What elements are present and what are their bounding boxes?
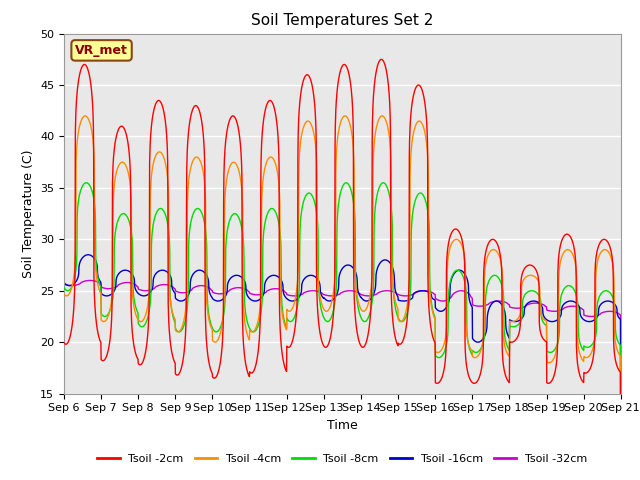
Tsoil -32cm bbox=[359, 292, 367, 298]
Tsoil -4cm bbox=[216, 333, 223, 339]
Legend: Tsoil -2cm, Tsoil -4cm, Tsoil -8cm, Tsoil -16cm, Tsoil -32cm: Tsoil -2cm, Tsoil -4cm, Tsoil -8cm, Tsoi… bbox=[93, 450, 592, 468]
Tsoil -8cm bbox=[342, 180, 350, 186]
Tsoil -8cm bbox=[60, 285, 68, 290]
Tsoil -4cm bbox=[60, 291, 68, 297]
Tsoil -4cm bbox=[568, 250, 575, 256]
Line: Tsoil -2cm: Tsoil -2cm bbox=[64, 60, 621, 480]
Tsoil -8cm bbox=[568, 284, 575, 290]
Tsoil -8cm bbox=[371, 210, 379, 216]
Tsoil -16cm bbox=[359, 296, 367, 302]
Tsoil -4cm bbox=[504, 352, 512, 358]
Tsoil -32cm bbox=[504, 301, 512, 307]
Tsoil -8cm bbox=[584, 345, 591, 350]
Tsoil -32cm bbox=[60, 281, 68, 287]
Tsoil -16cm bbox=[84, 252, 92, 258]
Tsoil -2cm bbox=[371, 81, 378, 86]
Line: Tsoil -8cm: Tsoil -8cm bbox=[64, 183, 621, 480]
Tsoil -16cm bbox=[504, 334, 512, 339]
Tsoil -8cm bbox=[216, 327, 223, 333]
Tsoil -2cm bbox=[216, 365, 223, 371]
Tsoil -4cm bbox=[81, 113, 89, 119]
Line: Tsoil -4cm: Tsoil -4cm bbox=[64, 116, 621, 480]
Tsoil -16cm bbox=[371, 288, 379, 294]
Tsoil -16cm bbox=[216, 298, 223, 304]
Y-axis label: Soil Temperature (C): Soil Temperature (C) bbox=[22, 149, 35, 278]
Tsoil -32cm bbox=[216, 291, 223, 297]
Tsoil -32cm bbox=[568, 303, 575, 309]
Tsoil -4cm bbox=[371, 135, 379, 141]
Tsoil -16cm bbox=[568, 298, 575, 304]
Tsoil -2cm bbox=[504, 379, 512, 384]
Tsoil -8cm bbox=[359, 318, 367, 324]
Tsoil -2cm bbox=[60, 340, 68, 346]
Tsoil -2cm bbox=[358, 344, 366, 350]
X-axis label: Time: Time bbox=[327, 419, 358, 432]
Tsoil -2cm bbox=[584, 370, 591, 375]
Tsoil -2cm bbox=[568, 237, 575, 242]
Line: Tsoil -16cm: Tsoil -16cm bbox=[64, 255, 621, 480]
Tsoil -8cm bbox=[504, 346, 512, 351]
Text: VR_met: VR_met bbox=[75, 44, 128, 57]
Tsoil -16cm bbox=[60, 280, 68, 286]
Tsoil -2cm bbox=[378, 57, 385, 62]
Tsoil -4cm bbox=[584, 355, 591, 360]
Tsoil -16cm bbox=[584, 319, 591, 324]
Tsoil -32cm bbox=[584, 313, 591, 319]
Tsoil -4cm bbox=[359, 308, 367, 314]
Tsoil -32cm bbox=[371, 292, 379, 298]
Tsoil -32cm bbox=[86, 277, 94, 283]
Line: Tsoil -32cm: Tsoil -32cm bbox=[64, 280, 621, 480]
Title: Soil Temperatures Set 2: Soil Temperatures Set 2 bbox=[252, 13, 433, 28]
